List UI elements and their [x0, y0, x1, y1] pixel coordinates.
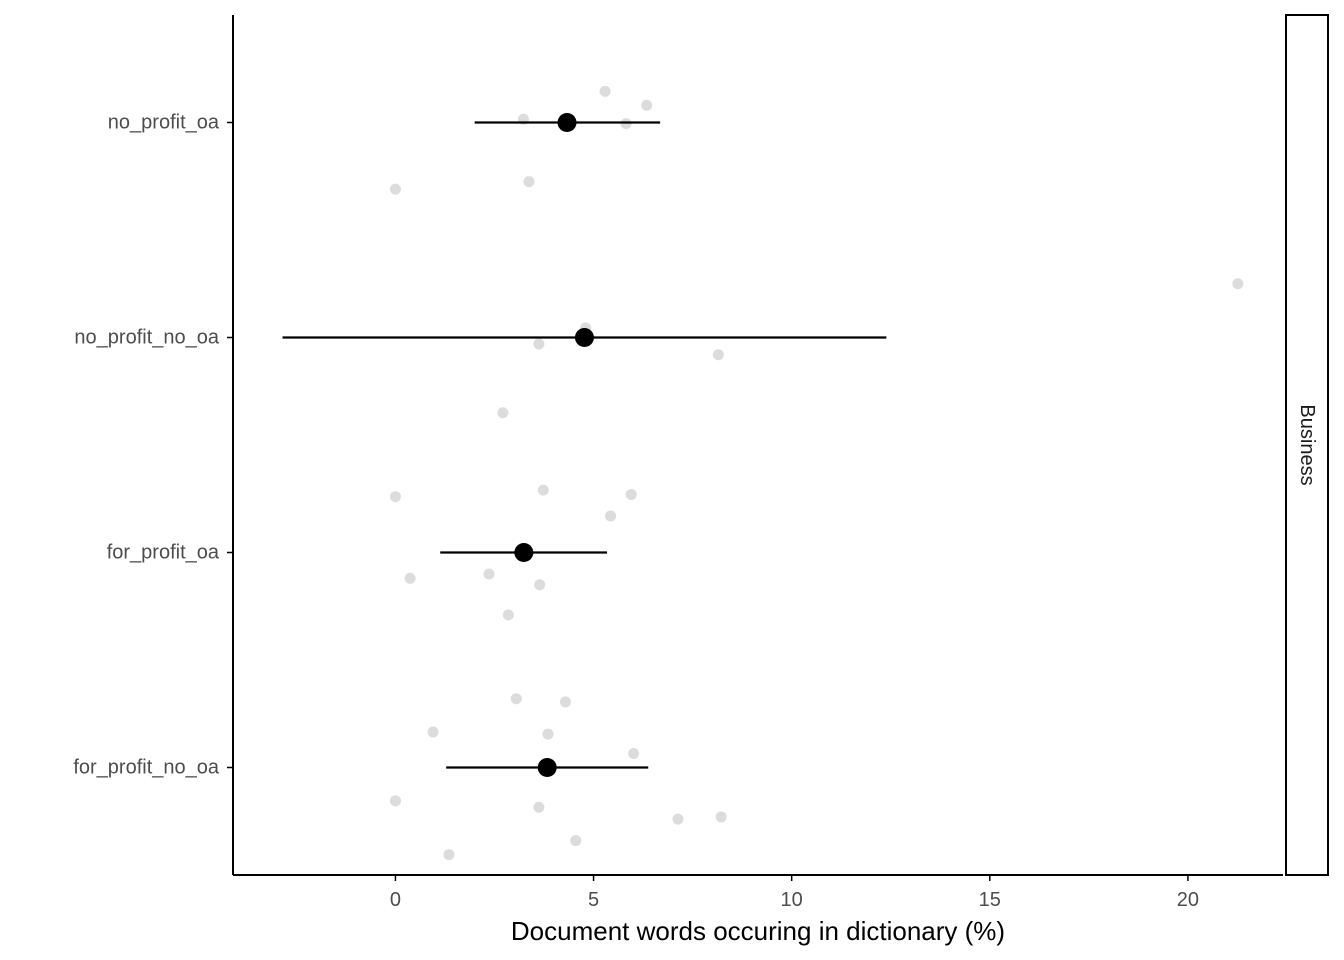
x-tick-label: 20 [1177, 889, 1199, 911]
observation-point-no-profit-oa [389, 183, 401, 195]
observation-point-for-profit-no-oa [427, 726, 439, 738]
observation-point-for-profit-no-oa [443, 849, 455, 861]
y-tick-label: for_profit_no_oa [73, 757, 220, 779]
mean-point-for-profit-no-oa [537, 758, 557, 777]
observation-point-for-profit-oa [537, 484, 549, 496]
observation-point-no-profit-oa [599, 85, 611, 97]
observation-point-no-profit-oa [641, 99, 653, 111]
y-tick-label: for_profit_oa [107, 542, 220, 564]
x-axis-title: Document words occuring in dictionary (%… [511, 916, 1005, 946]
error-bars [282, 121, 887, 769]
observation-points [389, 85, 1244, 861]
observation-point-for-profit-oa [502, 609, 514, 621]
mean-points [514, 113, 594, 777]
observation-point-for-profit-oa [483, 568, 495, 580]
x-axis-ticks: 0 5 10 15 20 [390, 875, 1199, 911]
observation-point-no-profit-oa [523, 176, 535, 188]
observation-point-for-profit-no-oa [542, 728, 554, 740]
observation-point-for-profit-no-oa [570, 835, 582, 847]
x-tick-label: 15 [979, 889, 1001, 911]
mean-point-no-profit-no-oa [574, 328, 594, 347]
mean-point-no-profit-oa [557, 113, 577, 132]
facet-strip [1285, 14, 1329, 876]
observation-point-for-profit-no-oa [533, 801, 545, 813]
observation-point-for-profit-oa [404, 572, 416, 584]
observation-point-for-profit-oa [534, 579, 546, 591]
observation-point-no-profit-no-oa [497, 407, 509, 419]
x-tick-label: 5 [588, 889, 599, 911]
y-tick-label: no_profit_no_oa [74, 327, 219, 349]
observation-point-for-profit-no-oa [389, 795, 401, 807]
observation-point-no-profit-no-oa [533, 338, 545, 350]
observation-point-for-profit-oa [605, 510, 617, 522]
x-tick-label: 10 [781, 889, 803, 911]
observation-point-for-profit-no-oa [628, 748, 640, 760]
observation-point-for-profit-no-oa [559, 696, 571, 708]
y-axis-ticks: no_profit_oa no_profit_no_oa for_profit_oa… [73, 112, 233, 779]
observation-point-no-profit-no-oa [712, 349, 724, 361]
y-tick-label: no_profit_oa [108, 112, 220, 134]
observation-point-for-profit-oa [625, 488, 637, 500]
observation-point-no-profit-no-oa [1232, 278, 1244, 290]
facet-strip-label: Business [1296, 404, 1318, 485]
observation-point-for-profit-no-oa [672, 813, 684, 825]
observation-point-for-profit-oa [389, 491, 401, 503]
x-tick-label: 0 [390, 889, 401, 911]
mean-point-for-profit-oa [514, 543, 534, 562]
observation-point-for-profit-no-oa [510, 693, 522, 705]
observation-point-for-profit-no-oa [715, 811, 727, 823]
